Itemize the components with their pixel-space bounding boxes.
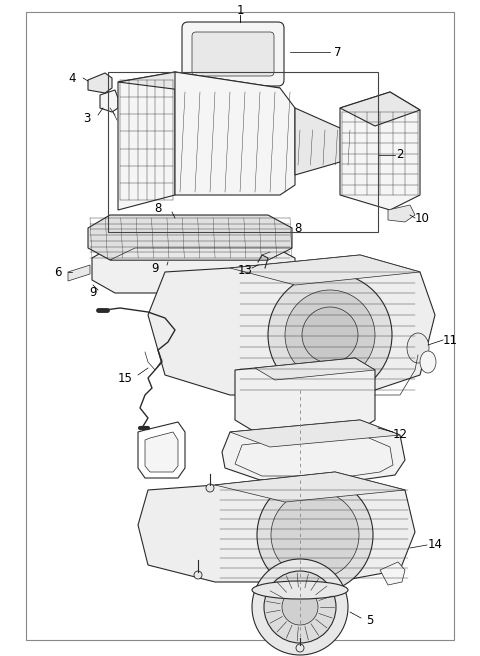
- Text: 2: 2: [396, 148, 404, 161]
- Bar: [26, 12, 454, 640]
- Polygon shape: [380, 562, 405, 585]
- Text: 13: 13: [238, 264, 252, 276]
- Circle shape: [302, 307, 358, 363]
- Circle shape: [206, 484, 214, 492]
- Text: 15: 15: [118, 371, 132, 384]
- Polygon shape: [230, 255, 420, 285]
- Polygon shape: [340, 92, 420, 210]
- Polygon shape: [295, 108, 355, 175]
- Polygon shape: [110, 248, 292, 260]
- Polygon shape: [230, 420, 400, 447]
- Text: 9: 9: [151, 262, 159, 274]
- Text: 4: 4: [68, 72, 76, 85]
- Polygon shape: [215, 472, 405, 502]
- Text: 7: 7: [334, 45, 342, 58]
- Polygon shape: [92, 245, 295, 293]
- Text: 5: 5: [366, 613, 374, 626]
- Circle shape: [194, 571, 202, 579]
- Polygon shape: [388, 205, 415, 222]
- Circle shape: [285, 290, 375, 380]
- Circle shape: [282, 589, 318, 625]
- Text: 1: 1: [236, 3, 244, 16]
- Polygon shape: [68, 265, 90, 281]
- Text: 6: 6: [54, 266, 62, 279]
- Text: 12: 12: [393, 428, 408, 441]
- Circle shape: [271, 491, 359, 579]
- FancyBboxPatch shape: [182, 22, 284, 86]
- Polygon shape: [138, 472, 415, 582]
- Text: 8: 8: [154, 201, 162, 215]
- Polygon shape: [222, 420, 405, 480]
- Polygon shape: [255, 358, 375, 380]
- Circle shape: [268, 273, 392, 397]
- Polygon shape: [118, 72, 175, 210]
- Polygon shape: [145, 432, 178, 472]
- Text: 14: 14: [428, 539, 443, 552]
- Polygon shape: [340, 92, 420, 126]
- Ellipse shape: [420, 351, 436, 373]
- Text: 9: 9: [89, 287, 97, 300]
- Ellipse shape: [407, 333, 429, 363]
- Circle shape: [264, 571, 336, 643]
- FancyBboxPatch shape: [192, 32, 274, 76]
- Polygon shape: [175, 72, 295, 195]
- Polygon shape: [100, 90, 118, 112]
- Circle shape: [252, 559, 348, 655]
- Polygon shape: [88, 215, 292, 260]
- Polygon shape: [148, 255, 435, 395]
- Polygon shape: [118, 72, 280, 98]
- Circle shape: [257, 477, 373, 593]
- Bar: [108, 72, 378, 232]
- Text: 10: 10: [415, 211, 430, 224]
- Text: 11: 11: [443, 333, 457, 346]
- Polygon shape: [235, 358, 375, 432]
- Text: 8: 8: [294, 222, 302, 234]
- Circle shape: [296, 644, 304, 652]
- Ellipse shape: [252, 581, 348, 599]
- Polygon shape: [88, 73, 112, 93]
- Text: 3: 3: [84, 112, 91, 125]
